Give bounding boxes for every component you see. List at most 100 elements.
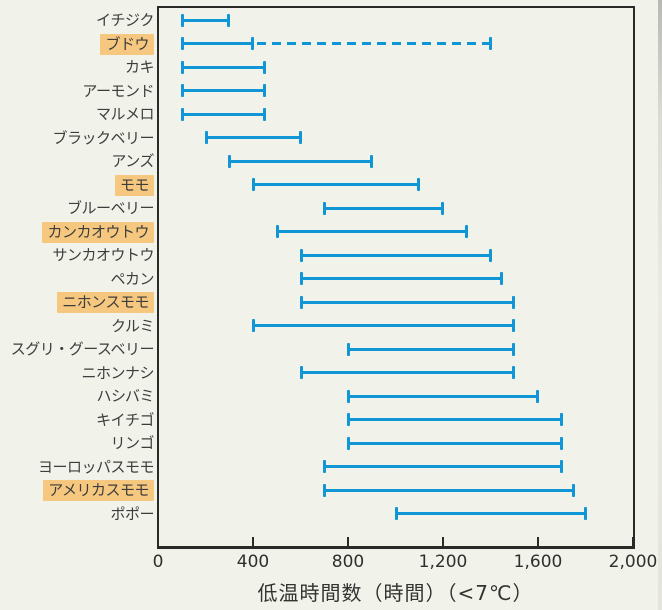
bar-cap-max — [559, 413, 563, 426]
x-axis-tick — [157, 537, 159, 547]
bar-cap-min — [347, 342, 350, 356]
bar-line — [300, 253, 491, 257]
row-label: アンズ — [111, 152, 154, 170]
bar-cap-max — [500, 272, 504, 285]
bar-line — [205, 136, 301, 139]
bar-cap-min — [323, 483, 327, 497]
row-label: マルメロ — [95, 105, 155, 123]
bar-cap-min — [323, 460, 327, 473]
row-label: キイチゴ — [95, 410, 155, 429]
bar-line — [253, 324, 515, 327]
bar-cap-max — [488, 248, 492, 262]
bar-line — [300, 277, 503, 280]
row-label: ブドウ — [0, 33, 154, 55]
bar-cap-min — [252, 178, 255, 191]
row-label: ニホンスモモ — [0, 291, 154, 313]
bar-cap-max — [262, 60, 266, 74]
bar-line — [324, 465, 562, 468]
bar-cap-min — [180, 107, 184, 121]
highlighted-label: ニホンスモモ — [57, 292, 154, 313]
bar-cap-dashed-max — [488, 37, 492, 50]
row-label: クルミ — [110, 316, 155, 335]
bar-line — [253, 183, 420, 186]
bar-line — [324, 206, 443, 210]
bar-line — [181, 112, 265, 116]
bar-cap-max — [441, 201, 444, 215]
x-axis-tick-label: 400 — [236, 552, 270, 572]
row-label: ブラックベリー — [52, 128, 154, 147]
bar-cap-max — [559, 436, 563, 450]
bar-line — [181, 18, 230, 22]
bar-cap-max — [512, 342, 516, 356]
bar-cap-max — [559, 460, 563, 473]
x-axis-tick — [537, 537, 539, 547]
row-label: ポポー — [110, 504, 154, 523]
bar-line — [348, 347, 515, 351]
bar-cap-min — [347, 389, 350, 403]
bar-cap-max — [571, 483, 575, 497]
bar-cap-min — [299, 295, 303, 309]
row-label: ペカン — [110, 269, 154, 288]
bar-line — [348, 441, 562, 445]
bar-cap-min — [347, 436, 350, 450]
plot-area — [157, 6, 635, 549]
bar-cap-max — [512, 319, 516, 332]
x-axis-tick-label: 0 — [152, 552, 164, 572]
row-label: カキ — [124, 58, 155, 76]
bar-line — [229, 159, 372, 163]
x-axis-tick — [442, 537, 444, 547]
x-axis-tick-label: 1,600 — [513, 552, 563, 572]
bar-line — [348, 418, 562, 421]
bar-cap-max — [583, 507, 587, 520]
row-label: カンカオウトウ — [0, 221, 154, 243]
x-axis-tick — [252, 537, 254, 547]
highlighted-label: モモ — [114, 174, 154, 196]
bar-cap-min — [323, 201, 327, 215]
x-axis-title: 低温時間数（時間）（<7℃） — [257, 581, 534, 605]
row-label: ニホンナシ — [81, 363, 154, 382]
row-label: モモ — [0, 174, 154, 196]
bar-cap-min — [275, 225, 279, 238]
bar-cap-min — [394, 507, 398, 520]
x-axis-tick-label: 800 — [331, 552, 365, 572]
bar-line — [181, 42, 253, 45]
row-label: サンカオウトウ — [52, 246, 154, 264]
row-label: アメリカスモモ — [0, 479, 154, 501]
bar-cap-max — [262, 84, 266, 97]
bar-cap-min — [180, 13, 184, 27]
bar-cap-min — [299, 366, 303, 379]
bar-cap-max — [227, 13, 231, 27]
bar-line — [300, 300, 515, 304]
row-label: イチジク — [95, 11, 155, 29]
bar-cap-max — [512, 366, 516, 379]
bar-cap-min — [180, 37, 184, 50]
bar-dash-extension — [257, 42, 489, 45]
bar-cap-max — [262, 107, 266, 121]
bar-line — [348, 394, 538, 398]
row-label: スグリ・グースベリー — [10, 340, 155, 358]
row-label: アーモンド — [82, 81, 154, 100]
bar-cap-max — [369, 154, 373, 168]
bar-cap-min — [204, 131, 208, 144]
bar-line — [324, 488, 574, 492]
x-axis-tick-label: 2,000 — [608, 552, 658, 572]
bar-line — [300, 371, 515, 374]
highlighted-label: カンカオウトウ — [42, 221, 154, 243]
x-axis-tick — [632, 537, 634, 547]
highlighted-label: ブドウ — [100, 33, 154, 55]
highlighted-label: アメリカスモモ — [43, 480, 154, 501]
bar-line — [395, 512, 586, 515]
row-label: ハシバミ — [96, 387, 154, 405]
bar-cap-max — [536, 389, 539, 403]
x-axis-tick — [347, 537, 349, 547]
bar-cap-min — [180, 60, 184, 74]
bar-line — [181, 89, 265, 92]
bar-cap-min — [299, 248, 303, 262]
bar-cap-min — [180, 84, 184, 97]
bar-cap-min — [252, 319, 255, 332]
bar-line — [276, 230, 467, 233]
bar-cap-max — [512, 295, 516, 309]
bar-cap-min — [299, 272, 303, 285]
bars-layer — [158, 7, 633, 548]
